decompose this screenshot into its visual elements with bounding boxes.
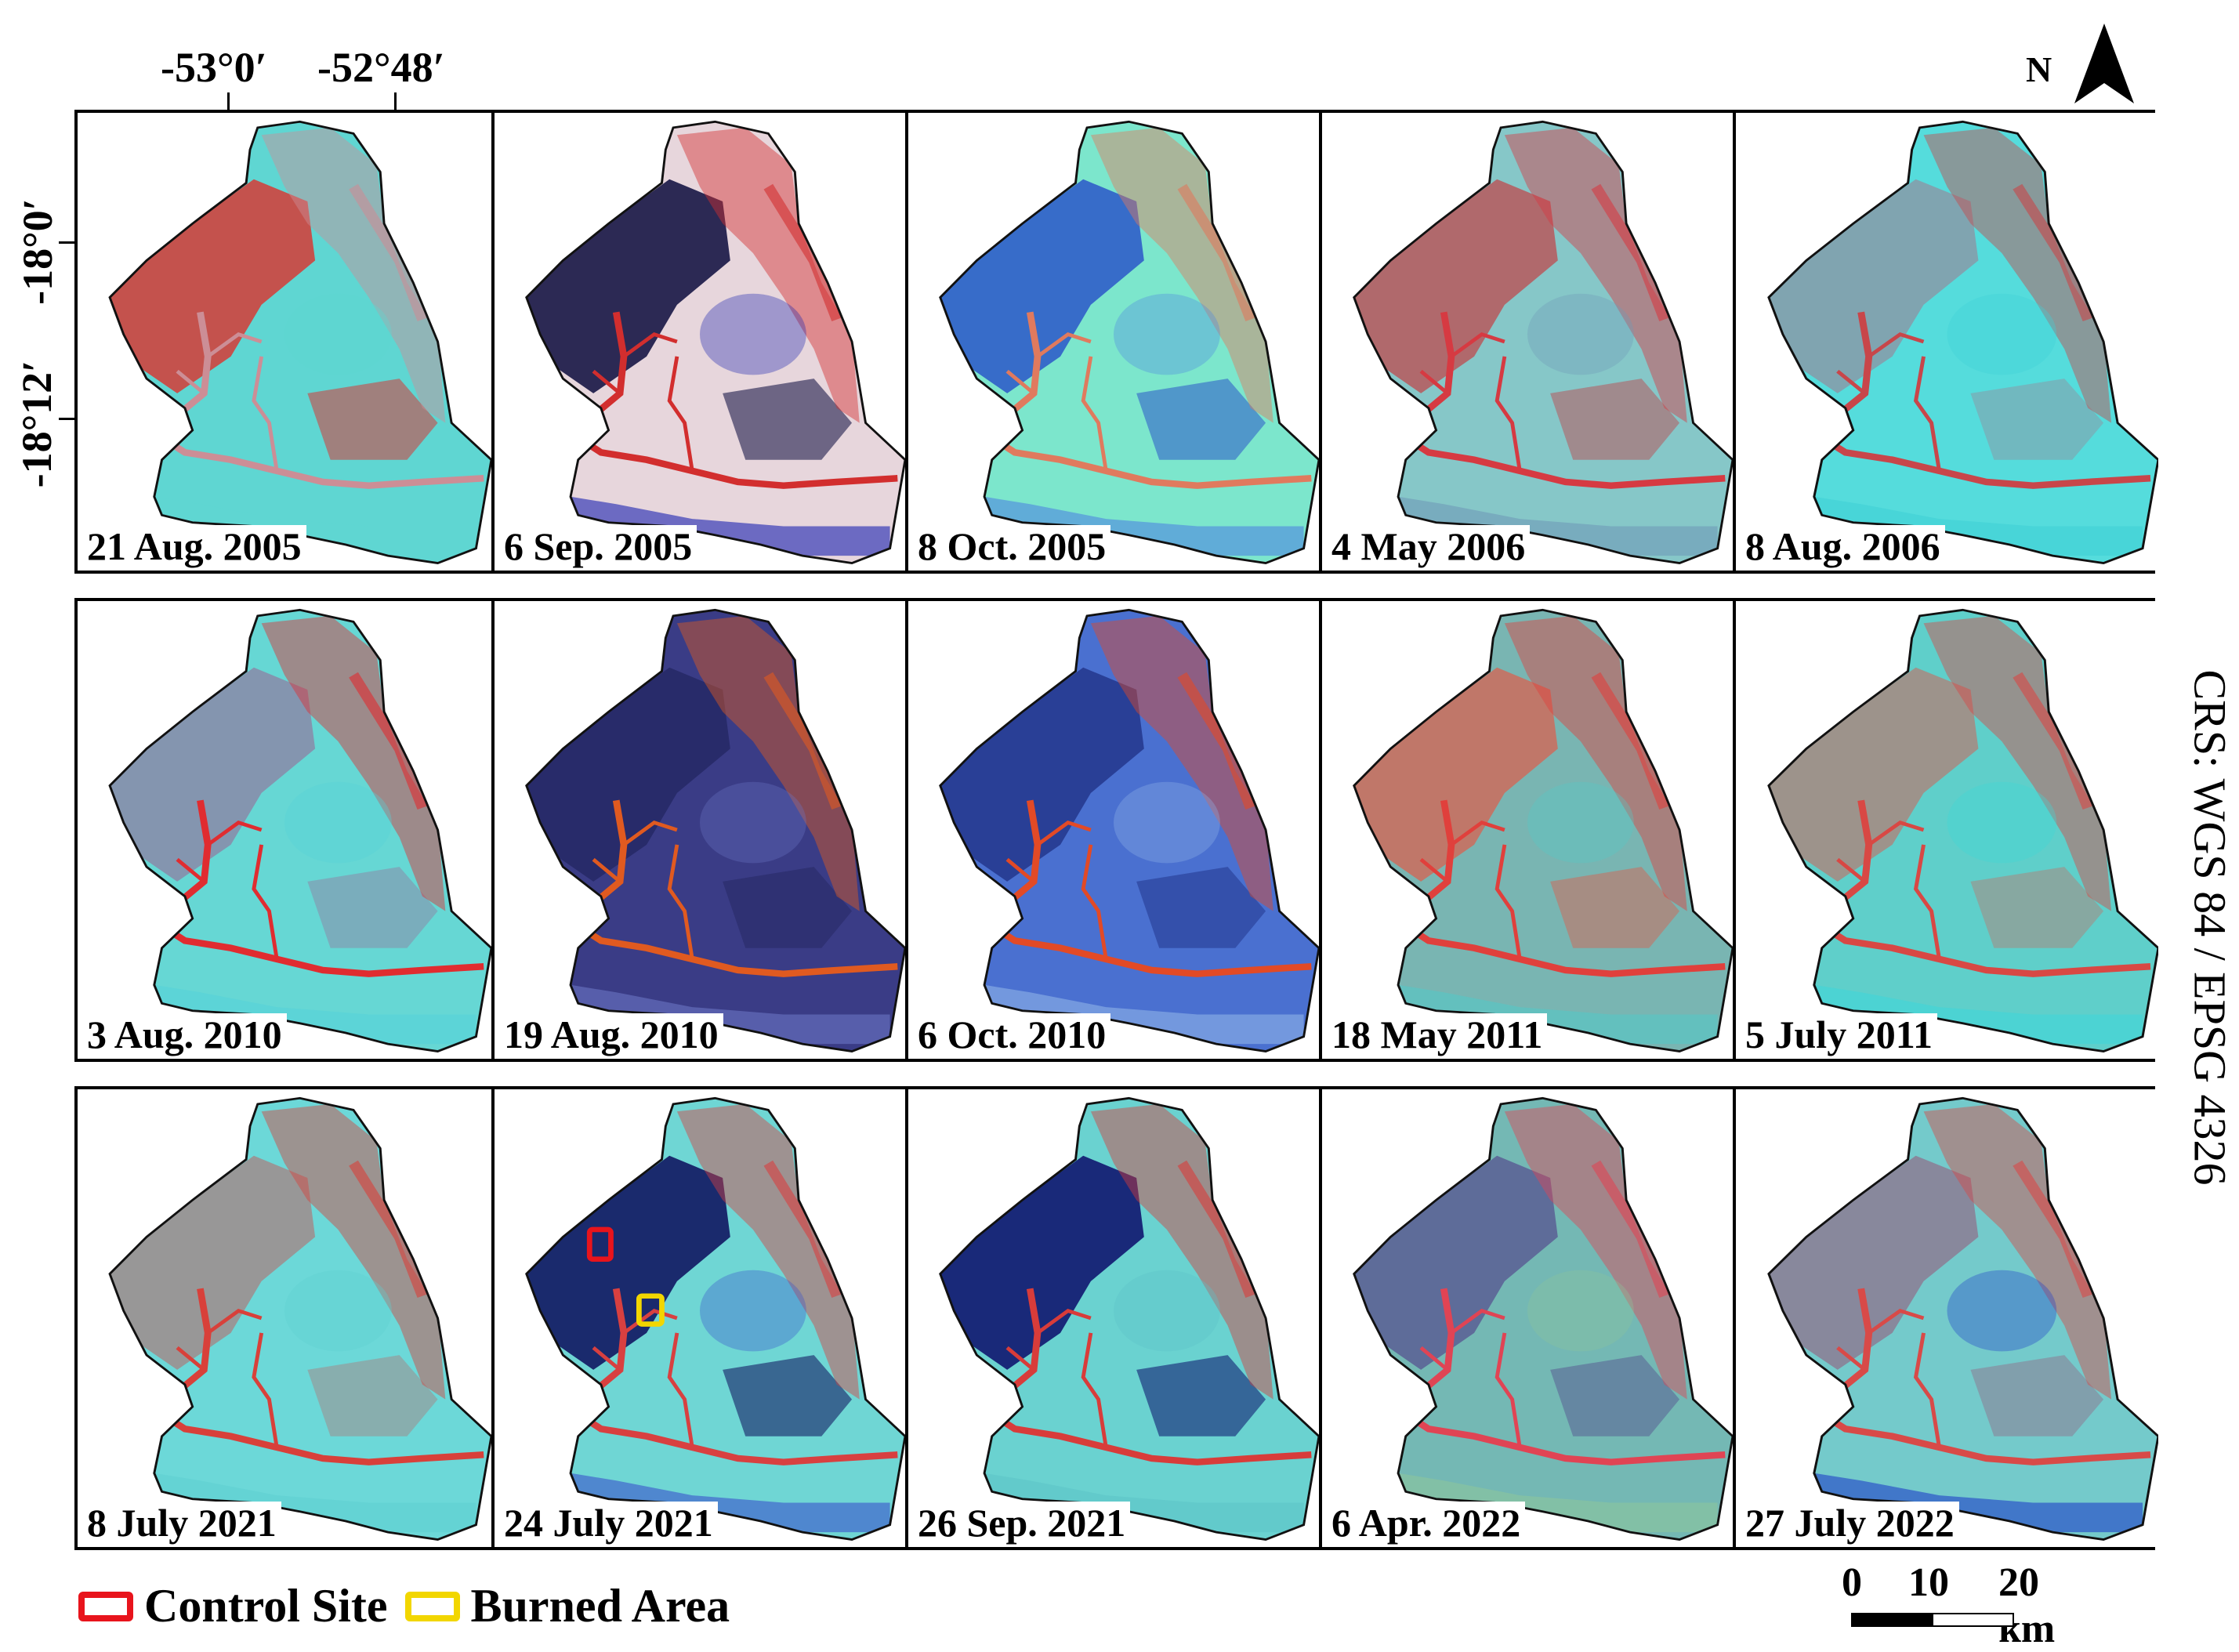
map-panel: 5 July 2011 bbox=[1733, 601, 2158, 1059]
satellite-image bbox=[939, 608, 1319, 1053]
satellite-image bbox=[525, 120, 905, 565]
map-panel: 8 July 2021 bbox=[78, 1089, 491, 1547]
panel-date-label: 8 July 2021 bbox=[85, 1502, 281, 1542]
satellite-image bbox=[108, 1096, 491, 1542]
map-panel: 3 Aug. 2010 bbox=[78, 601, 491, 1059]
lat-tick-2 bbox=[59, 418, 76, 420]
satellite-image bbox=[108, 608, 491, 1053]
burned-area-swatch bbox=[404, 1591, 460, 1621]
scale-tick-20: 20 km bbox=[1998, 1560, 2056, 1651]
map-panel: 18 May 2011 bbox=[1319, 601, 1733, 1059]
burned-area-marker bbox=[636, 1293, 665, 1327]
control-site-marker bbox=[586, 1226, 614, 1262]
panel-date-label: 8 Aug. 2006 bbox=[1744, 525, 1945, 566]
panel-date-label: 24 July 2021 bbox=[502, 1502, 718, 1542]
satellite-image bbox=[1353, 608, 1733, 1053]
panel-date-label: 26 Sep. 2021 bbox=[916, 1502, 1131, 1542]
scale-segment-white bbox=[1932, 1613, 2014, 1627]
scale-tick-0: 0 bbox=[1842, 1560, 1862, 1605]
satellite-image bbox=[525, 608, 905, 1053]
satellite-image bbox=[1767, 608, 2158, 1053]
map-panel: 26 Sep. 2021 bbox=[905, 1089, 1319, 1547]
map-panel-grid: 21 Aug. 2005 6 Sep. 2005 8 Oct. 2005 4 May … bbox=[74, 110, 2158, 1550]
panel-date-label: 6 Oct. 2010 bbox=[916, 1013, 1111, 1054]
panel-date-label: 3 Aug. 2010 bbox=[85, 1013, 287, 1054]
north-arrow: N bbox=[2026, 17, 2143, 111]
map-panel: 4 May 2006 bbox=[1319, 113, 1733, 571]
north-arrow-icon bbox=[2074, 24, 2134, 103]
panel-date-label: 27 July 2022 bbox=[1744, 1502, 1959, 1542]
scale-bar: 0 10 20 km bbox=[1842, 1560, 2055, 1651]
satellite-image bbox=[1353, 1096, 1733, 1542]
panel-date-label: 18 May 2011 bbox=[1330, 1013, 1548, 1054]
lon-label-1: -53°0′ bbox=[161, 44, 267, 91]
map-row: 8 July 2021 24 July 2021 26 Sep. 2021 6 Apr… bbox=[74, 1086, 2158, 1550]
satellite-image bbox=[525, 1096, 905, 1542]
satellite-image bbox=[1767, 1096, 2158, 1542]
map-panel: 6 Apr. 2022 bbox=[1319, 1089, 1733, 1547]
satellite-image bbox=[939, 1096, 1319, 1542]
crs-label: CRS: WGS 84 / EPSG 4326 bbox=[2184, 669, 2236, 1186]
map-panel: 21 Aug. 2005 bbox=[78, 113, 491, 571]
lon-tick-1 bbox=[227, 92, 230, 110]
lon-tick-2 bbox=[394, 92, 397, 110]
panel-date-label: 5 July 2011 bbox=[1744, 1013, 1937, 1054]
panel-date-label: 6 Apr. 2022 bbox=[1330, 1502, 1526, 1542]
satellite-image bbox=[108, 120, 491, 565]
panel-date-label: 8 Oct. 2005 bbox=[916, 525, 1111, 566]
map-row: 3 Aug. 2010 19 Aug. 2010 6 Oct. 2010 18 May… bbox=[74, 598, 2158, 1062]
lat-label-2: -18°12′ bbox=[13, 360, 60, 488]
north-label: N bbox=[2026, 49, 2052, 89]
map-panel: 27 July 2022 bbox=[1733, 1089, 2158, 1547]
satellite-image bbox=[1353, 120, 1733, 565]
map-panel: 24 July 2021 bbox=[491, 1089, 905, 1547]
satellite-image bbox=[1767, 120, 2158, 565]
panel-date-label: 19 Aug. 2010 bbox=[502, 1013, 723, 1054]
map-panel: 6 Sep. 2005 bbox=[491, 113, 905, 571]
map-row: 21 Aug. 2005 6 Sep. 2005 8 Oct. 2005 4 May … bbox=[74, 110, 2158, 574]
legend-burned-area-label: Burned Area bbox=[470, 1580, 730, 1632]
satellite-image bbox=[939, 120, 1319, 565]
scale-tick-10: 10 bbox=[1908, 1560, 1949, 1605]
panel-date-label: 4 May 2006 bbox=[1330, 525, 1531, 566]
panel-date-label: 6 Sep. 2005 bbox=[502, 525, 697, 566]
lat-label-1: -18°0′ bbox=[14, 198, 61, 305]
legend: Control Site Burned Area bbox=[78, 1579, 730, 1633]
map-panel: 8 Aug. 2006 bbox=[1733, 113, 2158, 571]
panel-date-label: 21 Aug. 2005 bbox=[85, 525, 306, 566]
lon-label-2: -52°48′ bbox=[317, 44, 445, 91]
control-site-swatch bbox=[78, 1591, 133, 1621]
map-panel: 6 Oct. 2010 bbox=[905, 601, 1319, 1059]
legend-control-site-label: Control Site bbox=[144, 1580, 388, 1632]
lat-tick-1 bbox=[59, 241, 76, 244]
map-panel: 19 Aug. 2010 bbox=[491, 601, 905, 1059]
map-panel: 8 Oct. 2005 bbox=[905, 113, 1319, 571]
scale-segment-black bbox=[1851, 1613, 1932, 1627]
